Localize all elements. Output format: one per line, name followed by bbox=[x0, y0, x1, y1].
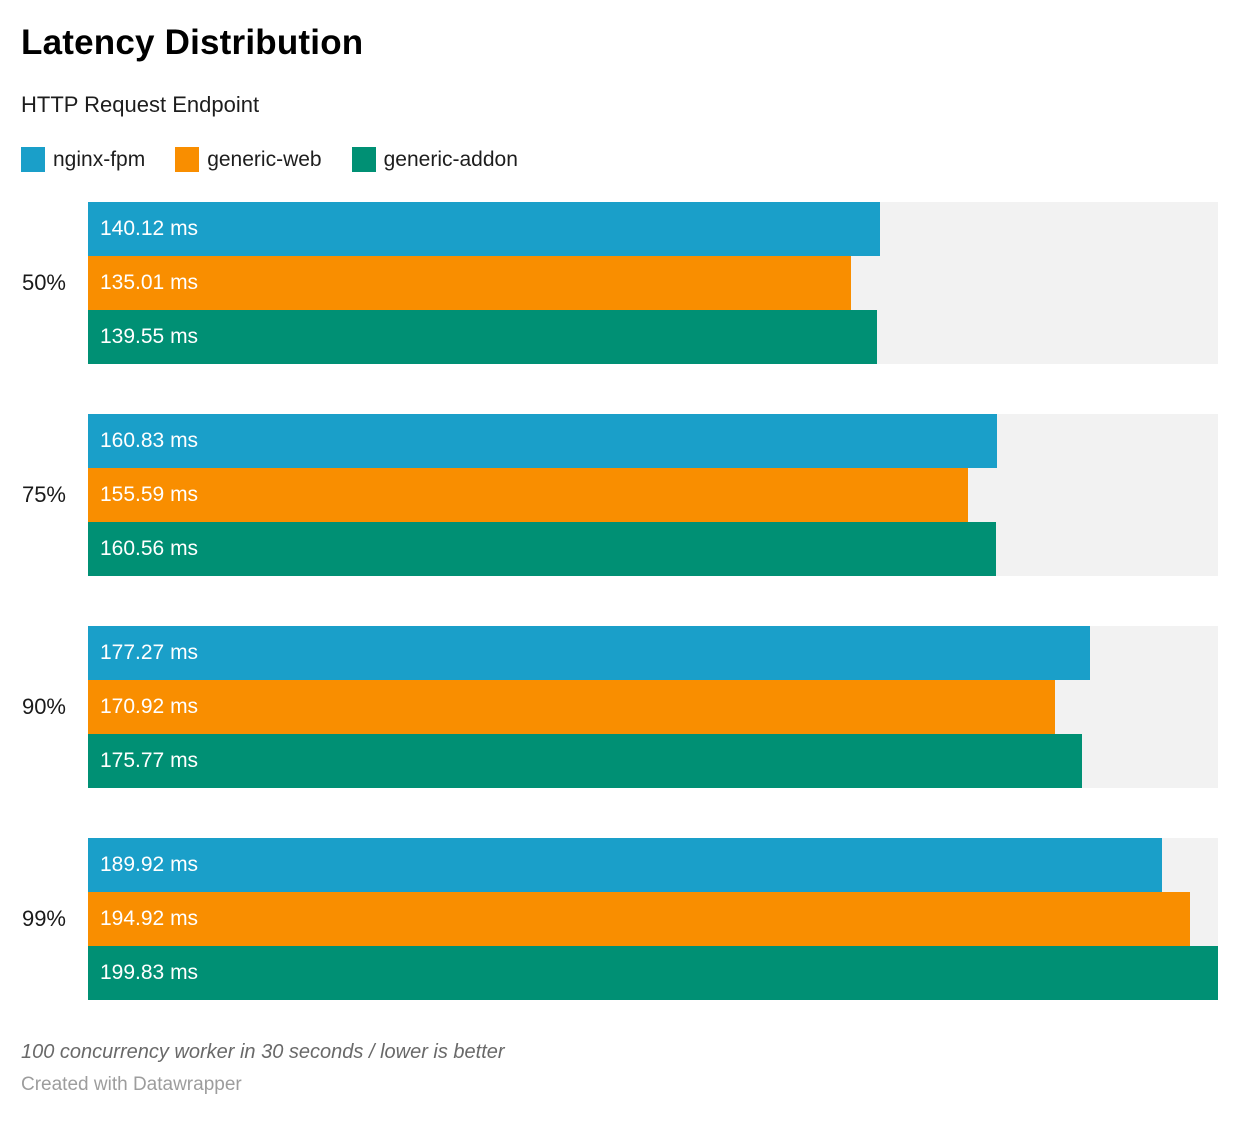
percentile-group-99: 99% 189.92 ms 194.92 ms 199.83 ms bbox=[21, 838, 1218, 1000]
footer-note: 100 concurrency worker in 30 seconds / l… bbox=[21, 1041, 505, 1063]
bar-chart: 50% 140.12 ms 135.01 ms 139.55 ms 75% 16… bbox=[21, 202, 1218, 1000]
bar-track: 189.92 ms 194.92 ms 199.83 ms bbox=[88, 838, 1218, 1000]
bar-generic-addon: 175.77 ms bbox=[88, 734, 1082, 788]
bar-value-label: 170.92 ms bbox=[100, 695, 199, 718]
category-label: 50% bbox=[21, 270, 66, 295]
legend-swatch-nginx-fpm bbox=[21, 147, 45, 172]
bar-track: 177.27 ms 170.92 ms 175.77 ms bbox=[88, 626, 1218, 788]
bar-value-label: 139.55 ms bbox=[100, 325, 199, 348]
legend-label: generic-addon bbox=[383, 147, 518, 171]
bar-value-label: 177.27 ms bbox=[100, 641, 199, 664]
bar-value-label: 175.77 ms bbox=[100, 749, 199, 772]
bar-value-label: 140.12 ms bbox=[100, 217, 199, 240]
bar-generic-web: 135.01 ms bbox=[88, 256, 852, 310]
bar-generic-addon: 139.55 ms bbox=[88, 310, 878, 364]
legend-item-generic-addon: generic-addon bbox=[351, 147, 518, 172]
bar-generic-web: 170.92 ms bbox=[88, 680, 1055, 734]
bar-value-label: 135.01 ms bbox=[100, 271, 199, 294]
chart-footer: 100 concurrency worker in 30 seconds / l… bbox=[21, 1040, 1218, 1096]
legend-item-generic-web: generic-web bbox=[175, 147, 322, 172]
legend-swatch-generic-addon bbox=[351, 147, 376, 172]
chart-title: Latency Distribution bbox=[21, 23, 364, 62]
category-label: 99% bbox=[21, 906, 66, 931]
bar-nginx-fpm: 160.83 ms bbox=[88, 414, 998, 468]
bar-track: 160.83 ms 155.59 ms 160.56 ms bbox=[88, 414, 1218, 576]
legend: nginx-fpm generic-web generic-addon bbox=[21, 147, 1218, 172]
percentile-group-90: 90% 177.27 ms 170.92 ms 175.77 ms bbox=[21, 626, 1218, 788]
bar-value-label: 160.56 ms bbox=[100, 537, 199, 560]
legend-item-nginx-fpm: nginx-fpm bbox=[21, 147, 145, 172]
datawrapper-credit-link[interactable]: Created with Datawrapper bbox=[21, 1074, 242, 1095]
percentile-group-75: 75% 160.83 ms 155.59 ms 160.56 ms bbox=[21, 414, 1218, 576]
chart-card: Latency Distribution HTTP Request Endpoi… bbox=[21, 23, 1218, 1096]
category-label: 75% bbox=[21, 482, 66, 507]
bar-generic-addon: 199.83 ms bbox=[88, 946, 1218, 1000]
bar-nginx-fpm: 177.27 ms bbox=[88, 626, 1091, 680]
bar-generic-web: 194.92 ms bbox=[88, 892, 1191, 946]
bar-value-label: 194.92 ms bbox=[100, 907, 199, 930]
chart-subtitle: HTTP Request Endpoint bbox=[21, 92, 260, 117]
bar-nginx-fpm: 189.92 ms bbox=[88, 838, 1162, 892]
bar-track: 140.12 ms 135.01 ms 139.55 ms bbox=[88, 202, 1218, 364]
bar-nginx-fpm: 140.12 ms bbox=[88, 202, 881, 256]
bar-generic-addon: 160.56 ms bbox=[88, 522, 996, 576]
bar-value-label: 199.83 ms bbox=[100, 961, 199, 984]
bar-value-label: 189.92 ms bbox=[100, 853, 199, 876]
bar-value-label: 160.83 ms bbox=[100, 429, 199, 452]
category-label: 90% bbox=[21, 694, 66, 719]
legend-swatch-generic-web bbox=[175, 147, 200, 172]
legend-label: nginx-fpm bbox=[53, 147, 146, 171]
bar-generic-web: 155.59 ms bbox=[88, 468, 968, 522]
bar-value-label: 155.59 ms bbox=[100, 483, 199, 506]
percentile-group-50: 50% 140.12 ms 135.01 ms 139.55 ms bbox=[21, 202, 1218, 364]
legend-label: generic-web bbox=[207, 147, 322, 171]
